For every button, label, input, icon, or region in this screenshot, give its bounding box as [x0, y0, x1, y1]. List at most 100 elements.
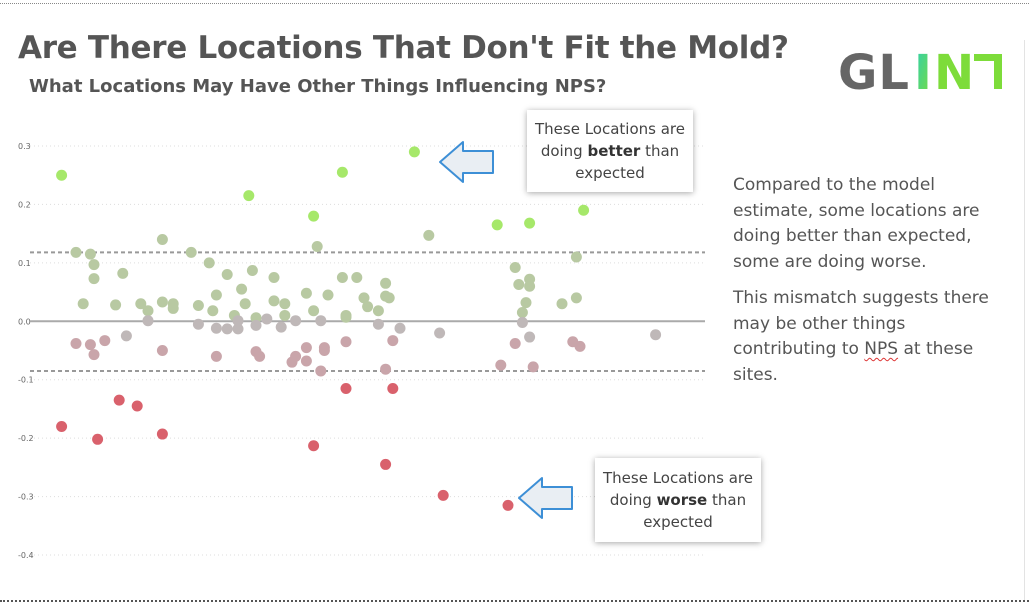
data-point — [574, 340, 586, 352]
data-point — [408, 146, 420, 158]
left-arrow-icon — [439, 141, 494, 183]
data-point — [491, 219, 503, 231]
data-point — [322, 289, 334, 301]
data-point — [372, 305, 384, 317]
data-point — [167, 302, 179, 314]
data-point — [221, 269, 233, 281]
right-divider — [1024, 40, 1025, 600]
explanation-text: Compared to the model estimate, some loc… — [733, 173, 1003, 399]
data-point — [372, 318, 384, 330]
data-point — [380, 277, 392, 289]
data-point — [340, 382, 352, 394]
data-point — [221, 323, 233, 335]
data-point — [308, 440, 320, 452]
data-point — [117, 267, 129, 279]
callout-better: These Locations are doing better than ex… — [527, 110, 693, 192]
data-point — [239, 298, 251, 310]
reference-lines — [30, 251, 705, 372]
callout-better-post: than — [640, 142, 680, 160]
data-point — [250, 319, 262, 331]
data-point — [70, 246, 82, 258]
data-point — [88, 273, 100, 285]
data-point — [383, 292, 395, 304]
data-point — [135, 298, 147, 310]
data-point — [88, 349, 100, 361]
data-point — [99, 335, 111, 347]
data-point — [520, 297, 532, 309]
data-point — [437, 489, 449, 501]
data-point — [203, 257, 215, 269]
data-point — [84, 248, 96, 260]
data-point — [380, 363, 392, 375]
data-point — [495, 359, 507, 371]
data-point — [351, 271, 363, 283]
data-point — [509, 262, 521, 274]
data-point — [70, 337, 82, 349]
data-point — [207, 305, 219, 317]
callout-worse: These Locations are doing worse than exp… — [595, 458, 761, 542]
callout-worse-post: than — [707, 491, 747, 509]
data-point — [185, 246, 197, 258]
data-point — [236, 283, 248, 295]
callout-better-line1: These Locations are — [535, 120, 685, 138]
data-point — [556, 298, 568, 310]
data-point — [142, 305, 154, 317]
data-point — [423, 229, 435, 241]
y-tick-label: 0.2 — [18, 200, 31, 209]
data-point — [318, 345, 330, 356]
top-divider — [0, 3, 1029, 4]
callout-better-line3: expected — [575, 164, 645, 182]
page-title: Are There Locations That Don't Fit the M… — [18, 30, 789, 66]
data-point — [315, 365, 327, 377]
glint-logo: GL I N — [838, 48, 1002, 94]
data-point — [570, 251, 582, 263]
data-point — [156, 233, 168, 245]
data-point — [308, 305, 320, 317]
data-point — [192, 300, 204, 312]
nps-term: NPS — [864, 339, 899, 359]
data-point — [279, 298, 291, 310]
data-point — [290, 315, 302, 327]
data-point — [290, 350, 302, 362]
y-tick-label: 0.0 — [18, 317, 31, 326]
data-point — [524, 331, 536, 343]
data-point — [232, 315, 244, 327]
data-point — [578, 204, 590, 216]
data-point — [513, 278, 525, 290]
callout-worse-line1: These Locations are — [603, 469, 753, 487]
data-point — [243, 190, 255, 202]
data-point — [387, 382, 399, 394]
y-tick-label: 0.1 — [18, 259, 31, 268]
data-point — [56, 420, 68, 432]
data-point — [246, 264, 258, 276]
svg-text:I: I — [914, 48, 932, 94]
data-point — [156, 345, 168, 356]
data-point — [268, 295, 280, 307]
data-point — [336, 166, 348, 178]
data-point — [120, 330, 132, 342]
data-point — [300, 355, 312, 367]
data-point — [210, 350, 222, 362]
data-point — [362, 301, 374, 313]
callout-worse-line3: expected — [643, 513, 713, 531]
data-point — [261, 313, 273, 325]
data-point — [113, 394, 125, 406]
data-point — [516, 316, 528, 328]
explanation-paragraph-2: This mismatch suggests there may be othe… — [733, 288, 989, 385]
svg-text:GL: GL — [838, 48, 910, 94]
data-point — [380, 458, 392, 470]
data-point — [516, 307, 528, 319]
data-point — [300, 287, 312, 299]
data-point — [210, 322, 222, 334]
data-point — [268, 271, 280, 283]
data-point — [192, 318, 204, 330]
callout-worse-pre: doing — [609, 491, 657, 509]
bottom-divider — [0, 600, 1029, 602]
data-point — [110, 299, 122, 311]
left-arrow-icon — [518, 477, 573, 519]
data-point — [88, 259, 100, 271]
y-tick-label: -0.2 — [18, 434, 34, 443]
y-tick-label: -0.1 — [18, 376, 34, 385]
data-point — [131, 400, 143, 412]
